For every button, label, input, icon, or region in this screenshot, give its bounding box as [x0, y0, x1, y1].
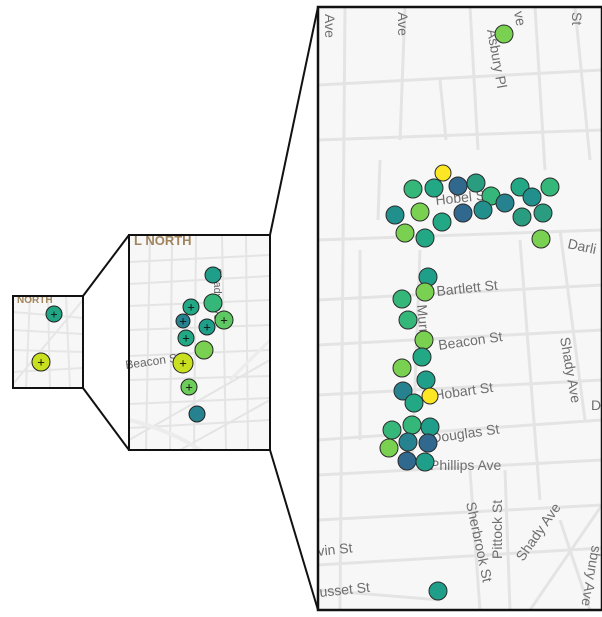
street-label: St	[569, 12, 585, 25]
cluster-plus-icon: +	[179, 314, 187, 329]
large-panel-frame	[316, 5, 602, 612]
street-label-darlington: Darli	[566, 235, 597, 257]
medium-map-streets	[129, 235, 270, 450]
marker[interactable]	[540, 177, 560, 197]
marker[interactable]	[494, 24, 514, 44]
marker[interactable]	[466, 173, 486, 193]
large-map-markers	[379, 24, 560, 601]
marker[interactable]	[533, 203, 553, 223]
street-label-bartlett: Bartlett St	[436, 277, 499, 299]
street-label-pittock: Pittock St	[489, 500, 505, 559]
marker[interactable]	[420, 417, 440, 437]
marker[interactable]	[424, 178, 444, 198]
marker[interactable]	[198, 318, 216, 336]
marker[interactable]	[432, 212, 452, 232]
cluster-plus-icon: +	[185, 380, 193, 395]
zoom-connector-lines	[82, 6, 319, 611]
marker[interactable]	[414, 330, 434, 350]
marker[interactable]	[204, 266, 222, 284]
street-label: Ave	[395, 12, 411, 36]
large-map-panel[interactable]: Ave Ave ve St Asbury Pl Hobel St Darli B…	[316, 5, 602, 612]
marker[interactable]	[473, 200, 493, 220]
marker[interactable]	[214, 310, 234, 330]
marker[interactable]	[397, 451, 417, 471]
cluster-plus-icon: +	[203, 320, 211, 335]
marker[interactable]	[177, 329, 195, 347]
small-panel-frame	[12, 295, 84, 389]
marker[interactable]	[495, 193, 515, 213]
large-map-streets	[318, 7, 602, 610]
street-label-vin: vin St	[317, 539, 354, 559]
street-label: ve	[511, 10, 529, 28]
cluster-plus-icon: +	[187, 300, 195, 315]
marker[interactable]	[392, 358, 412, 378]
marker[interactable]	[453, 203, 473, 223]
marker[interactable]	[412, 347, 432, 367]
street-label: D	[591, 397, 601, 413]
marker[interactable]	[448, 176, 468, 196]
marker[interactable]	[182, 298, 200, 316]
medium-panel-frame	[128, 234, 271, 451]
small-map-markers: + +	[31, 305, 63, 372]
marker[interactable]	[180, 378, 198, 396]
marker[interactable]	[403, 179, 423, 199]
small-map-panel[interactable]: NORTH + +	[12, 295, 84, 389]
cluster-plus-icon: +	[179, 356, 187, 371]
marker[interactable]	[421, 387, 439, 405]
marker[interactable]	[188, 405, 206, 423]
marker[interactable]	[175, 313, 191, 329]
marker[interactable]	[172, 352, 194, 374]
marker[interactable]	[522, 187, 542, 207]
cluster-plus-icon: +	[220, 313, 228, 328]
medium-map-panel[interactable]: L NORTH Shady Ave Beacon St ++ + ++++	[124, 233, 271, 451]
street-label-russet: usset St	[319, 579, 371, 600]
marker[interactable]	[531, 229, 551, 249]
cluster-plus-icon: +	[37, 355, 45, 370]
marker[interactable]	[45, 305, 63, 323]
marker[interactable]	[415, 452, 435, 472]
small-map-streets	[13, 296, 83, 388]
marker[interactable]	[404, 393, 424, 413]
street-label: Ave	[322, 14, 338, 38]
medium-neighborhood-label: L NORTH	[134, 233, 192, 248]
marker[interactable]	[379, 438, 399, 458]
marker[interactable]	[512, 207, 532, 227]
marker[interactable]	[428, 581, 448, 601]
street-label-phillips: Phillips Ave	[430, 457, 502, 473]
marker[interactable]	[31, 352, 51, 372]
marker[interactable]	[392, 289, 412, 309]
marker[interactable]	[398, 310, 418, 330]
marker[interactable]	[410, 202, 430, 222]
marker[interactable]	[402, 415, 422, 435]
marker[interactable]	[415, 228, 435, 248]
marker[interactable]	[415, 282, 435, 302]
marker[interactable]	[434, 164, 452, 182]
marker[interactable]	[194, 340, 214, 360]
marker[interactable]	[418, 433, 438, 453]
marker[interactable]	[385, 205, 405, 225]
marker[interactable]	[382, 420, 402, 440]
marker[interactable]	[393, 381, 413, 401]
cluster-plus-icon: +	[182, 331, 190, 346]
cluster-plus-icon: +	[50, 308, 57, 322]
marker[interactable]	[416, 370, 436, 390]
marker[interactable]	[395, 223, 415, 243]
medium-map-markers: ++ + ++++	[172, 266, 234, 423]
marker[interactable]	[203, 293, 223, 313]
small-neighborhood-label: NORTH	[17, 295, 53, 306]
marker[interactable]	[398, 432, 418, 452]
